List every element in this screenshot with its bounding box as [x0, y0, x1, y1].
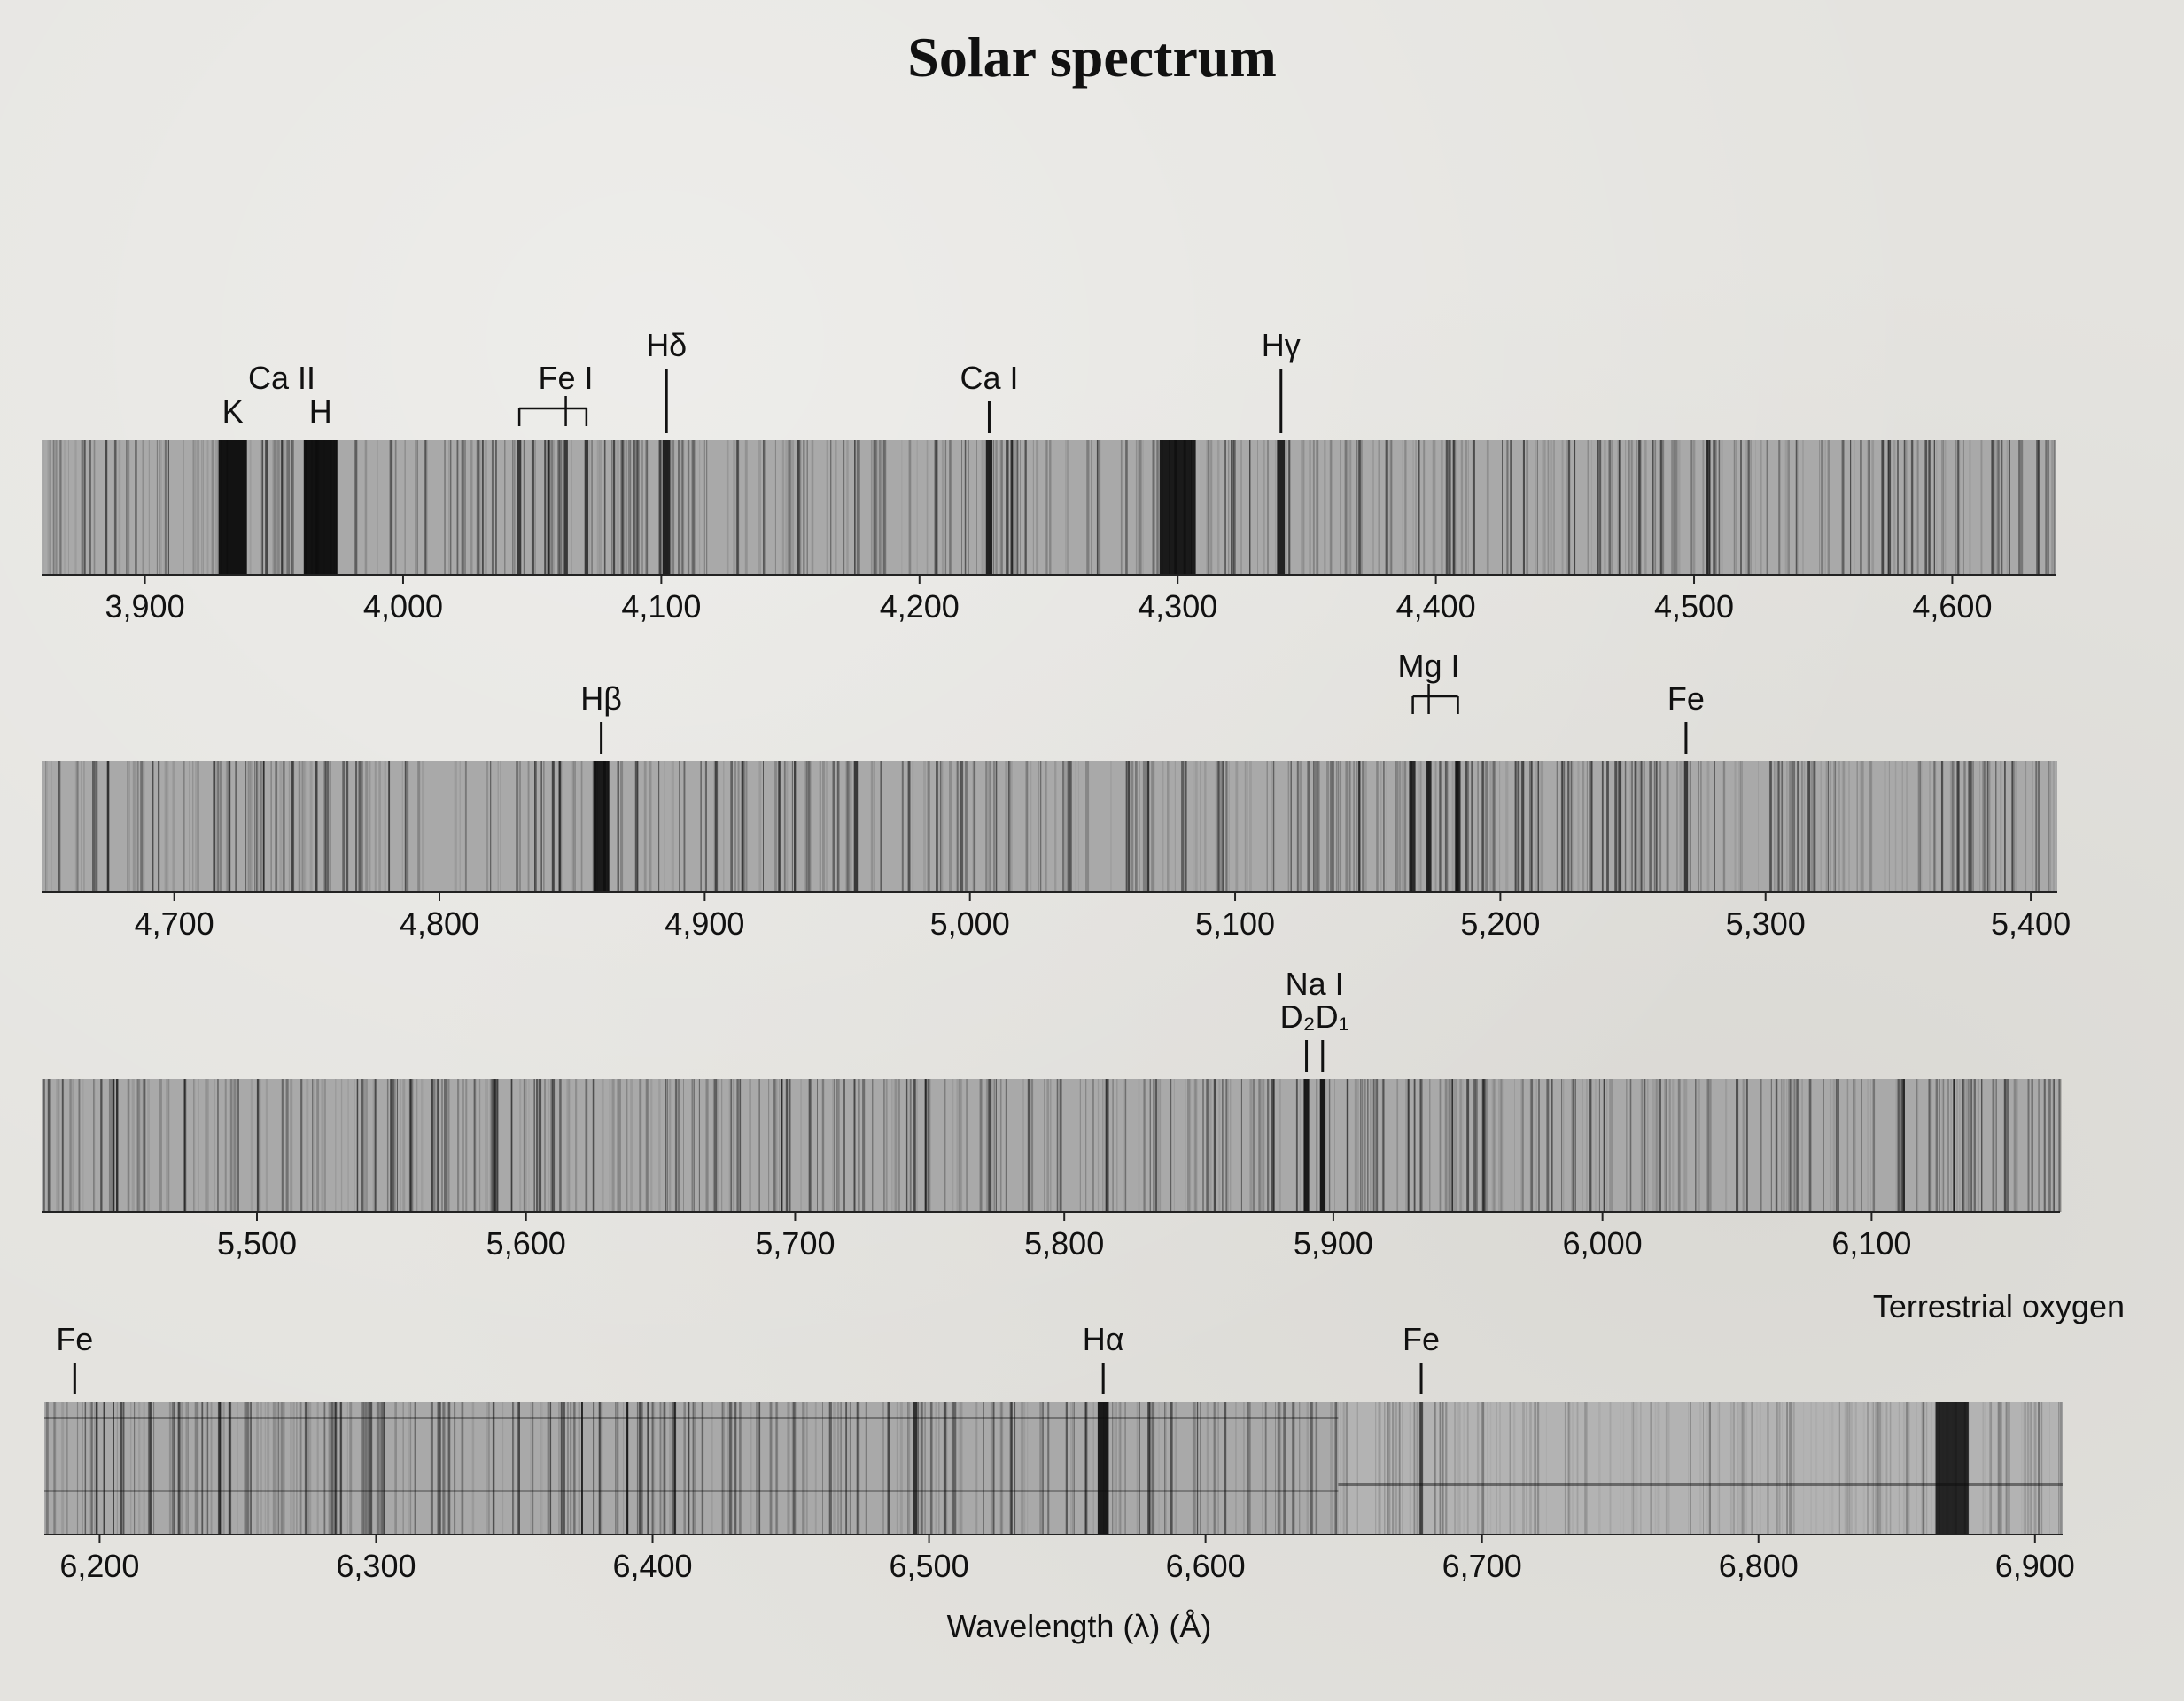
x-tick-label: 4,700: [135, 905, 214, 942]
line-bracket: [1411, 684, 1459, 714]
spectrum-texture: [45, 761, 2055, 892]
spectrum-texture: [43, 440, 2056, 575]
spectrum-strip: [42, 1079, 2060, 1212]
absorption-line: [985, 440, 993, 575]
x-tick-label: 5,400: [1991, 905, 2071, 942]
absorption-line: [1455, 761, 1461, 892]
spectrum-artifact-line: [44, 1418, 1339, 1419]
x-tick-label: 5,100: [1195, 905, 1275, 942]
x-tick-label: 5,800: [1024, 1225, 1104, 1262]
absorption-line: [517, 440, 522, 575]
absorption-line: [1410, 761, 1416, 892]
spectral-line-label: Fe I: [539, 360, 594, 396]
absorption-line: [1935, 1402, 1969, 1534]
x-tick-label: 5,200: [1460, 905, 1540, 942]
absorption-line: [1277, 440, 1286, 575]
x-tick-label: 4,900: [665, 905, 744, 942]
x-tick-label: 6,900: [1995, 1548, 2075, 1584]
spectrum-texture: [43, 1079, 2062, 1212]
x-tick-label: 6,700: [1442, 1548, 1522, 1584]
absorption-line: [913, 1402, 918, 1534]
spectral-line-label: Hδ: [646, 327, 687, 363]
spectral-line-label: Ca II: [248, 360, 315, 396]
x-tick-label: 3,900: [105, 588, 185, 625]
x-tick-label: 6,800: [1719, 1548, 1799, 1584]
spectral-line-label: Na I: [1286, 966, 1344, 1002]
spectrum-artifact-line: [1338, 1483, 2063, 1486]
x-tick-label: 4,600: [1912, 588, 1992, 625]
x-tick-label: 4,000: [363, 588, 443, 625]
x-tick-label: 5,300: [1726, 905, 1806, 942]
absorption-line: [1303, 1079, 1310, 1212]
x-tick-label: 5,500: [217, 1225, 297, 1262]
x-tick-label: 4,200: [880, 588, 960, 625]
x-tick-label: 4,800: [400, 905, 479, 942]
x-tick-label: 5,000: [930, 905, 1010, 942]
x-tick-label: 6,300: [336, 1548, 416, 1584]
x-tick-label: 6,200: [59, 1548, 139, 1584]
spectrum-panel-3: 5,500 5,600 5,700 5,800 5,900 6,000 6,100 Na ID…: [42, 966, 2062, 1262]
spectrum-strip: [42, 440, 2056, 575]
x-tick-label: 6,500: [890, 1548, 969, 1584]
absorption-line: [1683, 761, 1689, 892]
absorption-line: [1319, 1079, 1325, 1212]
absorption-line: [303, 440, 338, 575]
x-tick-label: 4,500: [1654, 588, 1734, 625]
x-tick-label: 5,700: [755, 1225, 835, 1262]
spectral-line-label: Fe: [56, 1321, 93, 1357]
spectral-line-label: K: [222, 393, 244, 430]
absorption-line: [584, 440, 589, 575]
spectral-line-label: Hγ: [1262, 327, 1301, 363]
x-tick-label: 4,400: [1396, 588, 1476, 625]
spectral-line-label: Mg I: [1398, 648, 1460, 684]
spectral-line-label: D₂D₁: [1280, 998, 1349, 1035]
spectral-line-label: Hα: [1083, 1321, 1124, 1357]
x-tick-label: 6,000: [1563, 1225, 1643, 1262]
spectrum-panel-4: 6,200 6,300 6,400 6,500 6,600 6,700 6,800 6,900…: [44, 1288, 2125, 1584]
absorption-line: [1419, 1402, 1423, 1534]
x-axis-title: Wavelength (λ) (Å): [947, 1608, 1212, 1644]
spectral-line-label: Ca I: [960, 360, 1018, 396]
spectral-line-label: Terrestrial oxygen: [1873, 1288, 2125, 1324]
x-tick-label: 4,300: [1138, 588, 1217, 625]
x-tick-label: 5,900: [1294, 1225, 1373, 1262]
spectrum-panel-2: 4,700 4,800 4,900 5,000 5,100 5,200 5,300 5,400…: [42, 648, 2071, 942]
absorption-line: [563, 440, 568, 575]
x-tick-label: 6,400: [612, 1548, 692, 1584]
spectrum-strip: [42, 761, 2057, 892]
x-tick-label: 6,100: [1831, 1225, 1911, 1262]
x-tick-label: 6,600: [1166, 1548, 1246, 1584]
spectral-line-label: Hβ: [580, 680, 622, 717]
x-tick-label: 4,100: [621, 588, 701, 625]
spectral-line-label: H: [309, 393, 332, 430]
chart-title: Solar spectrum: [907, 26, 1277, 89]
absorption-line: [853, 761, 859, 892]
line-bracket: [517, 396, 588, 426]
absorption-line: [1097, 1402, 1109, 1534]
absorption-line: [1426, 761, 1432, 892]
absorption-line: [218, 440, 247, 575]
spectral-line-label: Fe: [1667, 680, 1705, 717]
absorption-line: [593, 761, 610, 892]
absorption-line: [662, 440, 671, 575]
x-tick-label: 5,600: [486, 1225, 566, 1262]
absorption-line: [1159, 440, 1196, 575]
spectrum-panel-1: 3,900 4,000 4,100 4,200 4,300 4,400 4,500 4,600…: [42, 327, 2056, 625]
spectrum-artifact-line: [44, 1490, 1339, 1492]
spectral-line-label: Fe: [1403, 1321, 1440, 1357]
